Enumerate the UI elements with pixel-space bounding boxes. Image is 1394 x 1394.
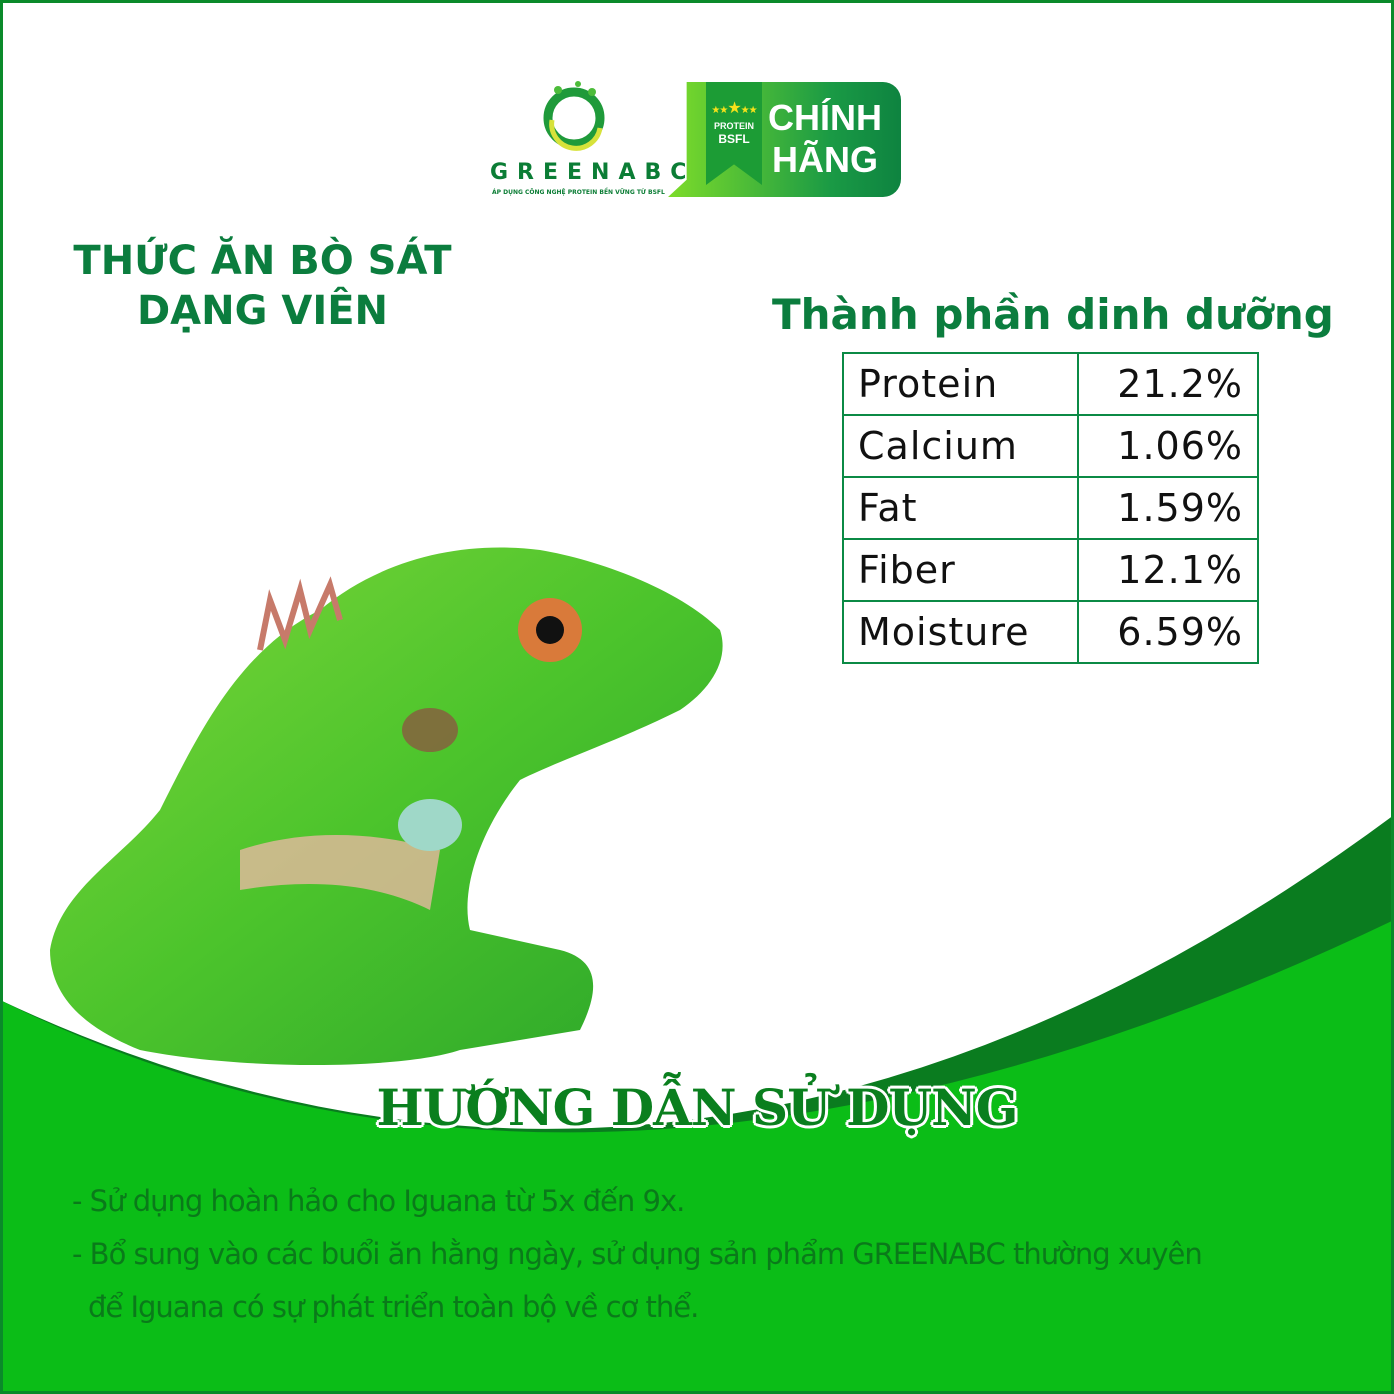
nutrition-table: Protein 21.2% Calcium 1.06% Fat 1.59% Fiber…	[842, 352, 1259, 664]
nutrition-title: Thành phần dinh dưỡng	[772, 290, 1334, 339]
nutrient-name: Fat	[842, 476, 1079, 540]
usage-instructions: - Sử dụng hoàn hảo cho Iguana từ 5x đến …	[72, 1175, 1203, 1334]
table-row: Protein 21.2%	[842, 352, 1259, 416]
nutrient-value: 12.1%	[1077, 538, 1259, 602]
usage-title: HƯỚNG DẪN SỬ DỤNG	[376, 1078, 1019, 1137]
greenabc-swirl-logo-icon	[543, 81, 605, 151]
bright-green-wave	[0, 920, 1394, 1394]
badge-line2: HÃNG	[772, 139, 878, 180]
iguana-image	[50, 547, 723, 1065]
table-row: Calcium 1.06%	[842, 414, 1259, 478]
usage-line: - Bổ sung vào các buổi ăn hằng ngày, sử …	[72, 1237, 1203, 1271]
nutrient-name: Fiber	[842, 538, 1079, 602]
nutrient-value: 6.59%	[1077, 600, 1259, 664]
table-row: Fat 1.59%	[842, 476, 1259, 540]
product-title-line1: THỨC ĂN BÒ SÁT	[73, 238, 452, 284]
brand-tagline: ÁP DỤNG CÔNG NGHỆ PROTEIN BỀN VỮNG TỪ BS…	[492, 189, 665, 196]
product-title: THỨC ĂN BÒ SÁT DẠNG VIÊN	[60, 236, 465, 336]
nutrient-name: Protein	[842, 352, 1079, 416]
ribbon-line1: PROTEIN	[713, 121, 754, 131]
usage-line: - Sử dụng hoàn hảo cho Iguana từ 5x đến …	[72, 1184, 685, 1218]
badge-line1: CHÍNH	[768, 97, 882, 138]
product-title-line2: DẠNG VIÊN	[136, 288, 389, 334]
nutrient-value: 1.59%	[1077, 476, 1259, 540]
ribbon-line2: BSFL	[718, 132, 750, 146]
nutrient-name: Moisture	[842, 600, 1079, 664]
nutrient-name: Calcium	[842, 414, 1079, 478]
nutrient-value: 1.06%	[1077, 414, 1259, 478]
stars-icon: ★★★★★	[711, 98, 757, 117]
nutrient-value: 21.2%	[1077, 352, 1259, 416]
table-row: Fiber 12.1%	[842, 538, 1259, 602]
usage-line: để Iguana có sự phát triển toàn bộ về cơ…	[88, 1290, 699, 1324]
brand-name: GREENABC	[490, 160, 696, 185]
table-row: Moisture 6.59%	[842, 600, 1259, 664]
